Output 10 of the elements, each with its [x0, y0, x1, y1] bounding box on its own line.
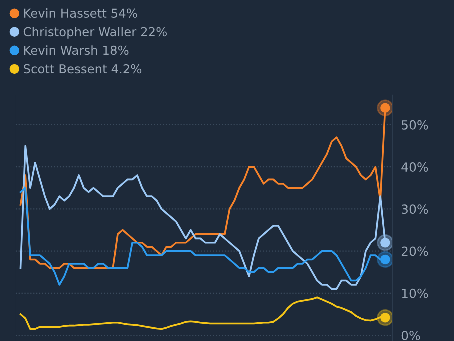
legend-label: Kevin Warsh 18% — [24, 46, 129, 56]
y-tick-label: 50% — [402, 120, 428, 130]
y-tick-label: 0% — [402, 330, 420, 340]
y-tick-label: 10% — [402, 288, 428, 298]
y-tick-label: 30% — [402, 204, 428, 214]
legend-label: Kevin Hassett 54% — [24, 8, 138, 18]
legend-label: Scott Bessent 4.2% — [24, 64, 142, 74]
y-tick-label: 40% — [402, 162, 428, 172]
y-tick-label: 20% — [402, 246, 428, 256]
legend-label: Christopher Waller 22% — [24, 27, 168, 39]
